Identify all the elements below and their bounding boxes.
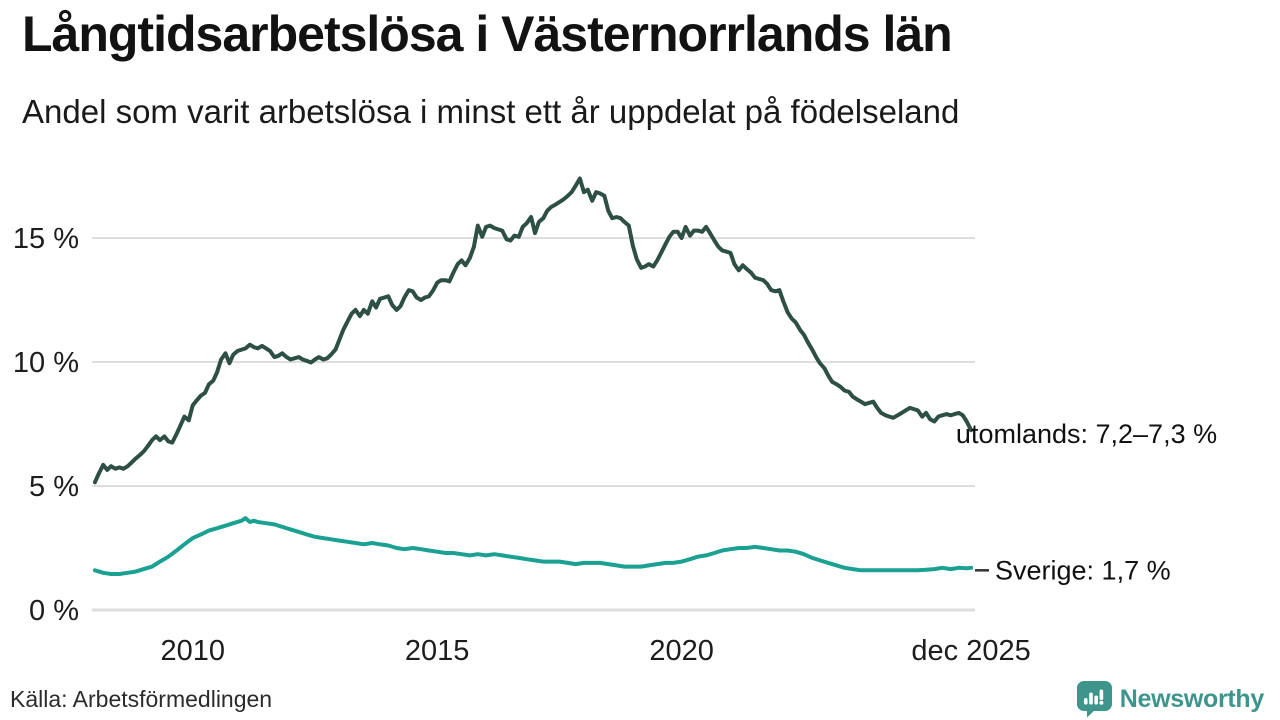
y-tick-label: 15 %	[13, 223, 79, 255]
newsworthy-logo: Newsworthy	[1076, 680, 1264, 718]
series-line-utomlands	[92, 176, 974, 485]
x-tick-label: 2010	[160, 635, 225, 667]
source-note: Källa: Arbetsförmedlingen	[10, 686, 273, 712]
series-end-label: Sverige: 1,7 %	[995, 555, 1171, 585]
newsworthy-bubble-barchart-icon	[1076, 681, 1112, 718]
series-line-Sverige	[92, 516, 974, 576]
x-tick-label: dec 2025	[911, 635, 1030, 667]
newsworthy-wordmark: Newsworthy	[1119, 684, 1265, 713]
y-tick-label: 5 %	[29, 471, 79, 503]
series-end-label: utomlands: 7,2–7,3 %	[956, 419, 1217, 449]
x-tick-label: 2020	[649, 635, 714, 667]
chart-title: Långtidsarbetslösa i Västernorrlands län	[22, 6, 953, 62]
y-tick-label: 0 %	[29, 595, 79, 627]
x-tick-label: 2015	[405, 635, 470, 667]
y-tick-label: 10 %	[13, 347, 79, 379]
chart-subtitle: Andel som varit arbetslösa i minst ett å…	[22, 93, 960, 130]
